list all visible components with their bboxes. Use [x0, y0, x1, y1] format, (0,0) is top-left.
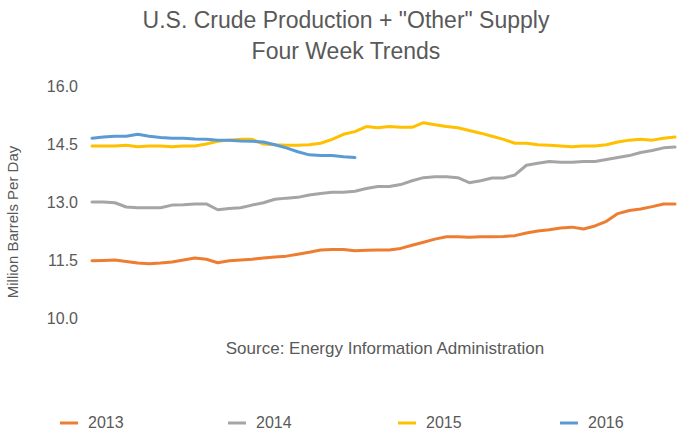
legend-swatch [398, 422, 416, 425]
plot-area [92, 123, 675, 264]
legend-swatch [60, 422, 78, 425]
series-line [92, 147, 675, 210]
title: U.S. Crude Production + "Other" Supply [143, 7, 550, 33]
y-tick-label: 13.0 [47, 194, 78, 211]
y-tick-label: 14.5 [47, 136, 78, 153]
annotation: Source: Energy Information Administratio… [226, 339, 544, 358]
series-line [92, 204, 675, 264]
legend-label: 2016 [588, 414, 624, 431]
legend-label: 2015 [426, 414, 462, 431]
y-tick-label: 16.0 [47, 78, 78, 95]
legend-label: 2013 [88, 414, 124, 431]
series-line [92, 134, 355, 157]
legend-label: 2014 [256, 414, 292, 431]
chart: U.S. Crude Production + "Other" Supply Fo… [0, 0, 692, 437]
subtitle: Four Week Trends [252, 38, 441, 64]
series-line [92, 123, 675, 147]
legend-swatch [228, 422, 246, 425]
y-tick-label: 11.5 [48, 252, 78, 269]
y-axis-label: Million Barrels Per Day [4, 145, 21, 298]
legend-swatch [560, 422, 578, 425]
y-tick-label: 10.0 [47, 310, 78, 327]
